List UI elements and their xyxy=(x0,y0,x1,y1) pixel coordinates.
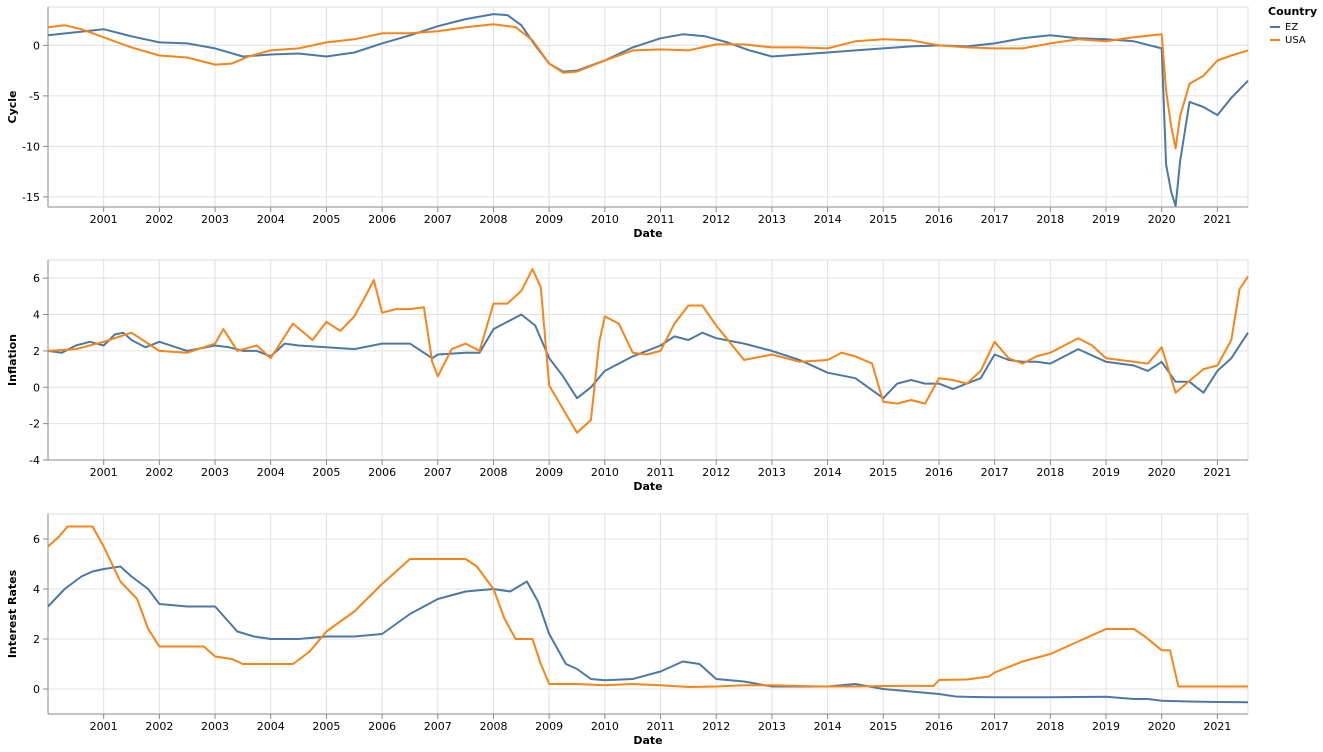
x-tick-label: 2018 xyxy=(1036,213,1064,226)
x-tick-label: 2002 xyxy=(145,213,173,226)
x-tick-label: 2012 xyxy=(702,466,730,479)
x-tick-label: 2016 xyxy=(925,720,953,733)
y-axis-title: Cycle xyxy=(6,91,19,124)
x-tick-label: 2014 xyxy=(814,213,842,226)
x-tick-label: 2001 xyxy=(90,213,118,226)
y-tick-label: 6 xyxy=(33,272,40,285)
x-tick-label: 2007 xyxy=(424,213,452,226)
x-tick-label: 2008 xyxy=(479,213,507,226)
y-tick-label: -4 xyxy=(29,454,40,467)
x-tick-label: 2018 xyxy=(1036,720,1064,733)
y-tick-label: -2 xyxy=(29,418,40,431)
x-tick-label: 2017 xyxy=(981,720,1009,733)
x-tick-label: 2001 xyxy=(90,466,118,479)
x-tick-label: 2013 xyxy=(758,720,786,733)
series-line-ez xyxy=(47,13,1249,207)
x-tick-label: 2012 xyxy=(702,720,730,733)
x-tick-label: 2014 xyxy=(814,466,842,479)
x-tick-label: 2012 xyxy=(702,213,730,226)
legend-label-ez: EZ xyxy=(1285,22,1298,33)
x-tick-label: 2006 xyxy=(368,466,396,479)
y-tick-label: 0 xyxy=(33,683,40,696)
x-tick-label: 2001 xyxy=(90,720,118,733)
x-tick-label: 2009 xyxy=(535,720,563,733)
x-tick-label: 2003 xyxy=(201,720,229,733)
x-tick-label: 2004 xyxy=(257,213,285,226)
panel-2: 2001 2002 2003 2004 2005 2006 2007 2008 2009 2010… xyxy=(6,259,1249,493)
y-tick-label: 2 xyxy=(33,345,40,358)
x-tick-label: 2021 xyxy=(1203,466,1231,479)
x-tick-label: 2016 xyxy=(925,213,953,226)
y-tick-label: -10 xyxy=(22,140,40,153)
x-tick-label: 2015 xyxy=(869,213,897,226)
x-tick-label: 2017 xyxy=(981,213,1009,226)
y-tick-label: 6 xyxy=(33,533,40,546)
x-tick-label: 2020 xyxy=(1148,213,1176,226)
x-tick-label: 2021 xyxy=(1203,720,1231,733)
x-tick-label: 2020 xyxy=(1148,466,1176,479)
x-tick-label: 2016 xyxy=(925,466,953,479)
x-tick-label: 2015 xyxy=(869,466,897,479)
series-line-ez xyxy=(47,313,1249,400)
legend-label-usa: USA xyxy=(1285,35,1306,46)
x-tick-label: 2002 xyxy=(145,466,173,479)
series-line-usa xyxy=(47,268,1249,434)
y-tick-label: 4 xyxy=(33,309,40,322)
x-tick-label: 2009 xyxy=(535,466,563,479)
x-tick-label: 2019 xyxy=(1092,720,1120,733)
x-tick-label: 2003 xyxy=(201,466,229,479)
x-tick-label: 2010 xyxy=(591,466,619,479)
x-tick-label: 2018 xyxy=(1036,466,1064,479)
x-tick-label: 2008 xyxy=(479,720,507,733)
x-tick-label: 2005 xyxy=(312,213,340,226)
x-tick-label: 2019 xyxy=(1092,466,1120,479)
x-tick-label: 2011 xyxy=(647,720,675,733)
x-axis-title: Date xyxy=(633,734,662,747)
x-tick-label: 2010 xyxy=(591,213,619,226)
y-axis-title: Inflation xyxy=(6,334,19,386)
x-tick-label: 2013 xyxy=(758,466,786,479)
panel-3: 2001 2002 2003 2004 2005 2006 2007 2008 2009 2010… xyxy=(6,513,1249,747)
x-tick-label: 2010 xyxy=(591,720,619,733)
series-line-ez xyxy=(47,565,1249,704)
x-tick-label: 2007 xyxy=(424,466,452,479)
x-tick-label: 2011 xyxy=(647,213,675,226)
x-tick-label: 2021 xyxy=(1203,213,1231,226)
series-line-usa xyxy=(47,525,1248,688)
x-tick-label: 2004 xyxy=(257,720,285,733)
x-tick-label: 2019 xyxy=(1092,213,1120,226)
x-tick-label: 2006 xyxy=(368,213,396,226)
x-tick-label: 2017 xyxy=(981,466,1009,479)
y-tick-label: 2 xyxy=(33,633,40,646)
x-axis-title: Date xyxy=(633,227,662,240)
x-tick-label: 2020 xyxy=(1148,720,1176,733)
panel-1: 2001 2002 2003 2004 2005 2006 2007 2008 2009 2010… xyxy=(6,6,1249,240)
legend-title: Country xyxy=(1268,5,1317,18)
y-tick-label: -15 xyxy=(22,191,40,204)
y-tick-label: -5 xyxy=(29,90,40,103)
x-tick-label: 2003 xyxy=(201,213,229,226)
x-tick-label: 2004 xyxy=(257,466,285,479)
x-tick-label: 2013 xyxy=(758,213,786,226)
legend: Country EZ USA xyxy=(1268,5,1317,46)
x-tick-label: 2005 xyxy=(312,720,340,733)
y-tick-label: 4 xyxy=(33,583,40,596)
plot-frame xyxy=(47,6,1249,208)
y-tick-label: 0 xyxy=(33,39,40,52)
series-line-usa xyxy=(47,23,1249,150)
x-tick-label: 2006 xyxy=(368,720,396,733)
x-tick-label: 2014 xyxy=(814,720,842,733)
y-tick-label: 0 xyxy=(33,381,40,394)
x-tick-label: 2002 xyxy=(145,720,173,733)
x-tick-label: 2007 xyxy=(424,720,452,733)
plot-frame xyxy=(47,259,1249,461)
x-tick-label: 2008 xyxy=(479,466,507,479)
y-axis-title: Interest Rates xyxy=(6,569,19,658)
x-tick-label: 2009 xyxy=(535,213,563,226)
x-tick-label: 2011 xyxy=(647,466,675,479)
x-tick-label: 2015 xyxy=(869,720,897,733)
x-axis-title: Date xyxy=(633,480,662,493)
x-tick-label: 2005 xyxy=(312,466,340,479)
